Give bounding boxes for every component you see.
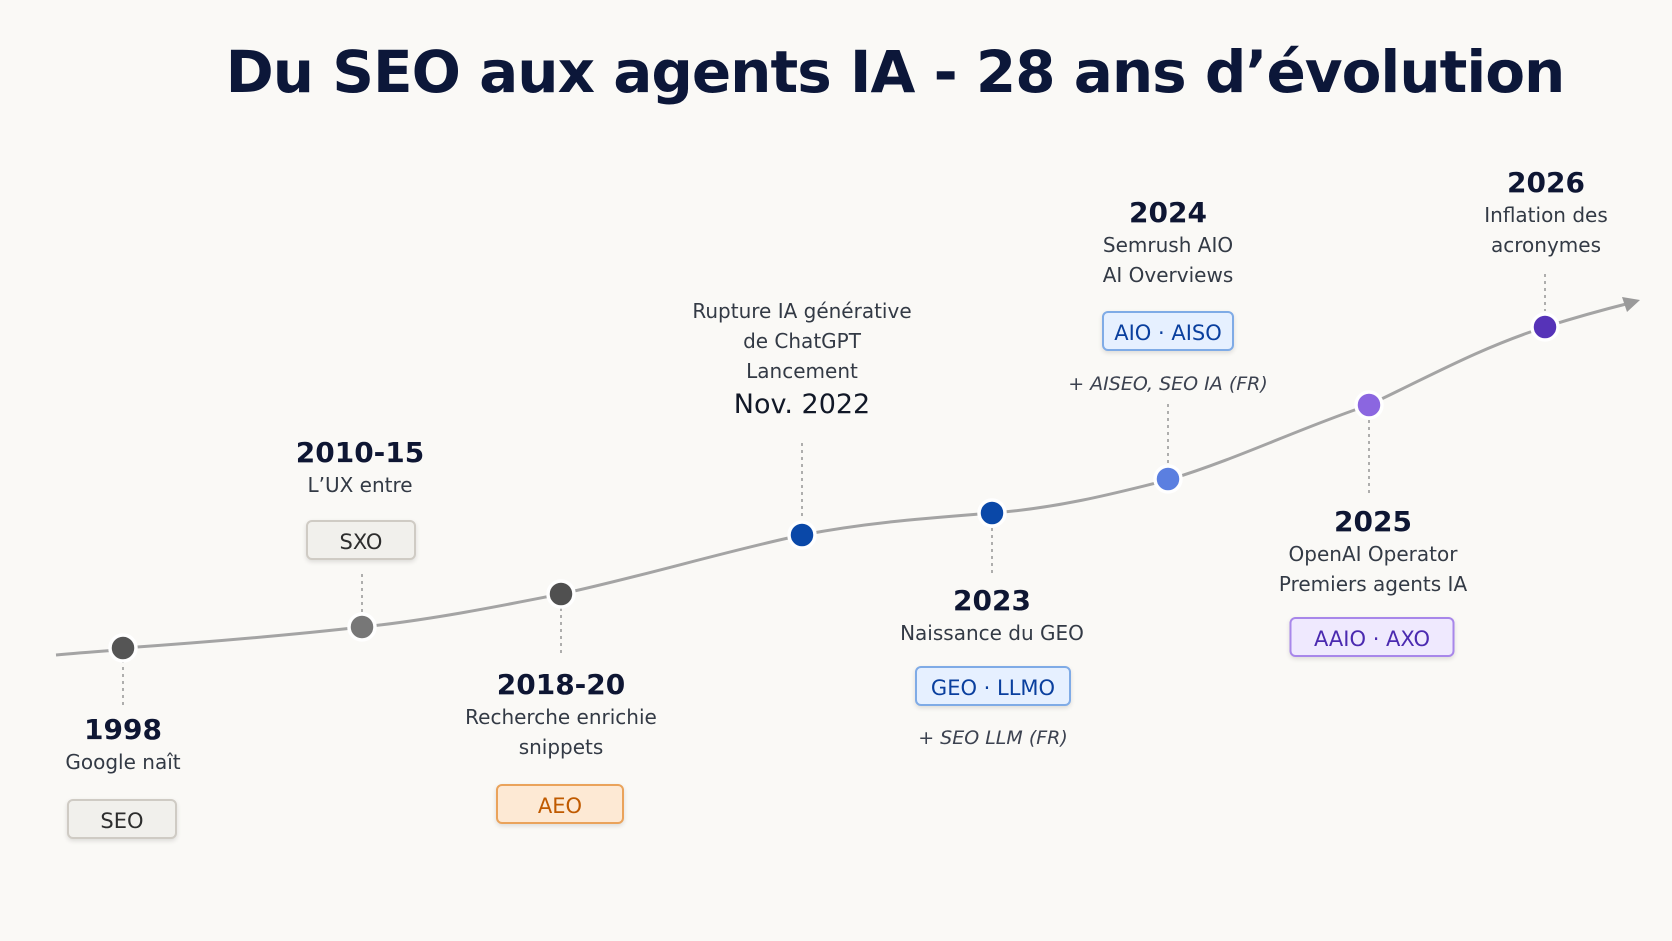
milestone-desc: Lancement	[746, 359, 858, 383]
milestone-dot-2025	[1354, 390, 1384, 420]
milestone-dot-2018	[546, 579, 576, 609]
milestone-2026: 2026 Inflation des acronymes	[1484, 166, 1608, 260]
milestone-2025: 2025 OpenAI Operator Premiers agents IA	[1279, 505, 1467, 599]
milestone-note: + SEO LLM (FR)	[918, 727, 1068, 749]
badge-geo-llmo: GEO · LLMO	[915, 666, 1071, 706]
milestone-year: 2018-20	[496, 668, 626, 701]
milestone-year: 1998	[84, 713, 162, 746]
milestone-desc: L’UX entre	[307, 473, 413, 497]
milestone-year: 2025	[1334, 505, 1412, 538]
milestone-note: + AISEO, SEO IA (FR)	[1068, 373, 1268, 395]
milestone-desc: de ChatGPT	[743, 329, 861, 353]
milestone-desc: acronymes	[1490, 233, 1601, 257]
milestone-year: 2024	[1129, 196, 1207, 229]
milestone-dot-2026	[1530, 312, 1560, 342]
badge-aio-aiso: AIO · AISO	[1102, 311, 1234, 351]
milestone-desc: Naissance du GEO	[900, 621, 1084, 645]
milestone-desc: Rupture IA générative	[692, 299, 912, 323]
milestone-desc: Premiers agents IA	[1278, 572, 1468, 596]
milestone-desc: snippets	[518, 735, 604, 759]
milestone-desc: Google naît	[65, 750, 181, 774]
milestone-nov-2022: Rupture IA générative de ChatGPT Lanceme…	[692, 296, 911, 422]
milestone-desc: OpenAI Operator	[1288, 542, 1458, 566]
milestone-year: 2010-15	[295, 436, 425, 469]
milestone-year: 2026	[1507, 166, 1585, 199]
milestone-desc: Recherche enrichie	[465, 705, 657, 729]
milestone-2018-20: 2018-20 Recherche enrichie snippets	[465, 668, 657, 762]
badge-aaio-axo: AAIO · AXO	[1289, 617, 1455, 657]
badge-sxo: SXO	[306, 520, 416, 560]
milestone-dot-2024	[1153, 464, 1183, 494]
milestone-2024: 2024 Semrush AIO AI Overviews	[1103, 196, 1234, 290]
milestone-dot-1998	[108, 633, 138, 663]
milestone-dot-2022	[787, 520, 817, 550]
milestone-dot-2010	[347, 612, 377, 642]
badge-aeo: AEO	[496, 784, 624, 824]
milestone-dot-2023	[977, 498, 1007, 528]
milestone-desc: Inflation des	[1484, 203, 1608, 227]
milestone-year: Nov. 2022	[733, 389, 871, 420]
milestone-desc: AI Overviews	[1102, 263, 1234, 287]
milestone-desc: Semrush AIO	[1102, 233, 1234, 257]
milestone-year: 2023	[953, 584, 1031, 617]
timeline-curve	[55, 301, 1631, 657]
badge-seo: SEO	[67, 799, 177, 839]
page-title: Du SEO aux agents IA - 28 ans d’évolutio…	[225, 38, 1566, 106]
milestone-2023: 2023 Naissance du GEO	[900, 584, 1084, 648]
milestone-2010-15: 2010-15 L’UX entre	[296, 436, 425, 500]
milestone-1998: 1998 Google naît	[65, 713, 180, 777]
timeline-arrowhead-icon	[1622, 297, 1640, 312]
